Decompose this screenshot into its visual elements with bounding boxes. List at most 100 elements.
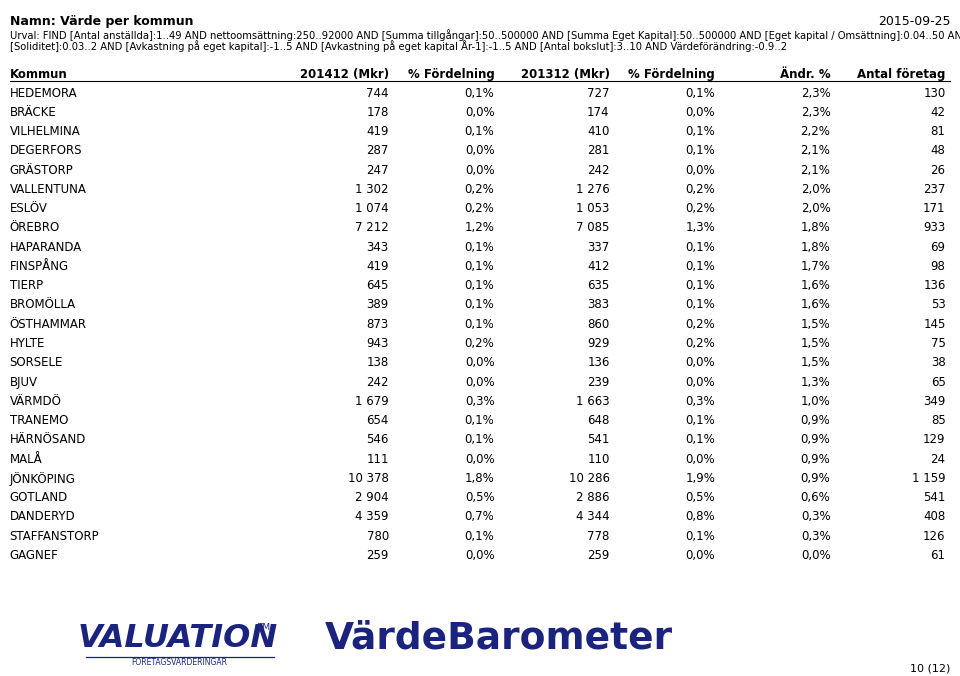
Text: 0,2%: 0,2% <box>465 202 494 215</box>
Text: 0,0%: 0,0% <box>685 376 715 389</box>
Text: 65: 65 <box>931 376 946 389</box>
Text: 129: 129 <box>924 433 946 446</box>
Text: 2 886: 2 886 <box>576 491 610 504</box>
Text: 0,7%: 0,7% <box>465 510 494 523</box>
Text: HAPARANDA: HAPARANDA <box>10 241 82 254</box>
Text: 0,0%: 0,0% <box>685 549 715 562</box>
Text: 2 904: 2 904 <box>355 491 389 504</box>
Text: 419: 419 <box>367 260 389 273</box>
Text: 0,1%: 0,1% <box>685 530 715 543</box>
Text: 1 053: 1 053 <box>576 202 610 215</box>
Text: GAGNEF: GAGNEF <box>10 549 59 562</box>
Text: 0,1%: 0,1% <box>685 433 715 446</box>
Text: 48: 48 <box>931 145 946 158</box>
Text: GRÄSTORP: GRÄSTORP <box>10 164 73 176</box>
Text: 780: 780 <box>367 530 389 543</box>
Text: 0,1%: 0,1% <box>465 87 494 99</box>
Text: 136: 136 <box>588 356 610 369</box>
Text: 0,1%: 0,1% <box>685 145 715 158</box>
Text: 0,1%: 0,1% <box>465 279 494 292</box>
Text: ÖSTHAMMAR: ÖSTHAMMAR <box>10 318 86 331</box>
Text: 174: 174 <box>588 105 610 119</box>
Text: 201312 (Mkr): 201312 (Mkr) <box>520 68 610 80</box>
Text: 408: 408 <box>924 510 946 523</box>
Text: 1,6%: 1,6% <box>801 279 830 292</box>
Text: 654: 654 <box>367 414 389 427</box>
Text: 0,1%: 0,1% <box>465 318 494 331</box>
Text: 0,1%: 0,1% <box>465 260 494 273</box>
Text: 343: 343 <box>367 241 389 254</box>
Text: 1 663: 1 663 <box>576 395 610 408</box>
Text: 0,0%: 0,0% <box>801 549 830 562</box>
Text: 2015-09-25: 2015-09-25 <box>877 15 950 28</box>
Text: 0,0%: 0,0% <box>685 105 715 119</box>
Text: VärdeBarometer: VärdeBarometer <box>325 620 673 656</box>
Text: 0,9%: 0,9% <box>801 414 830 427</box>
Text: 24: 24 <box>930 453 946 466</box>
Text: BRÄCKE: BRÄCKE <box>10 105 57 119</box>
Text: HÄRNÖSAND: HÄRNÖSAND <box>10 433 86 446</box>
Text: 2,1%: 2,1% <box>801 145 830 158</box>
Text: 26: 26 <box>930 164 946 176</box>
Text: 1,8%: 1,8% <box>801 222 830 235</box>
Text: 0,1%: 0,1% <box>685 241 715 254</box>
Text: 0,0%: 0,0% <box>465 376 494 389</box>
Text: 1,2%: 1,2% <box>465 222 494 235</box>
Text: 1,0%: 1,0% <box>801 395 830 408</box>
Text: FÖRETAGSVÄRDERINGAR: FÖRETAGSVÄRDERINGAR <box>132 658 228 667</box>
Text: 4 359: 4 359 <box>355 510 389 523</box>
Text: 1,3%: 1,3% <box>801 376 830 389</box>
Text: 10 286: 10 286 <box>568 472 610 485</box>
Text: 1,5%: 1,5% <box>801 356 830 369</box>
Text: [Soliditet]:0.03..2 AND [Avkastning på eget kapital]:-1..5 AND [Avkastning på eg: [Soliditet]:0.03..2 AND [Avkastning på e… <box>10 41 787 53</box>
Text: 110: 110 <box>588 453 610 466</box>
Text: 0,9%: 0,9% <box>801 453 830 466</box>
Text: 98: 98 <box>931 260 946 273</box>
Text: 0,0%: 0,0% <box>465 145 494 158</box>
Text: VILHELMINA: VILHELMINA <box>10 125 81 138</box>
Text: 1,8%: 1,8% <box>801 241 830 254</box>
Text: % Fördelning: % Fördelning <box>629 68 715 80</box>
Text: 111: 111 <box>367 453 389 466</box>
Text: Namn: Värde per kommun: Namn: Värde per kommun <box>10 15 193 28</box>
Text: 259: 259 <box>367 549 389 562</box>
Text: VÄRMDÖ: VÄRMDÖ <box>10 395 61 408</box>
Text: 2,1%: 2,1% <box>801 164 830 176</box>
Text: 7 212: 7 212 <box>355 222 389 235</box>
Text: 69: 69 <box>930 241 946 254</box>
Text: 0,0%: 0,0% <box>685 164 715 176</box>
Text: 0,0%: 0,0% <box>465 549 494 562</box>
Text: 7 085: 7 085 <box>576 222 610 235</box>
Text: 873: 873 <box>367 318 389 331</box>
Text: 1,7%: 1,7% <box>801 260 830 273</box>
Text: 85: 85 <box>931 414 946 427</box>
Text: 0,3%: 0,3% <box>801 510 830 523</box>
Text: 1 302: 1 302 <box>355 183 389 196</box>
Text: BROMÖLLA: BROMÖLLA <box>10 299 76 312</box>
Text: 0,2%: 0,2% <box>685 202 715 215</box>
Text: 10 378: 10 378 <box>348 472 389 485</box>
Text: HYLTE: HYLTE <box>10 337 45 350</box>
Text: 171: 171 <box>924 202 946 215</box>
Text: 53: 53 <box>931 299 946 312</box>
Text: 0,1%: 0,1% <box>465 241 494 254</box>
Text: 727: 727 <box>588 87 610 99</box>
Text: 349: 349 <box>924 395 946 408</box>
Text: 412: 412 <box>588 260 610 273</box>
Text: 929: 929 <box>588 337 610 350</box>
Text: 281: 281 <box>588 145 610 158</box>
Text: 0,1%: 0,1% <box>465 414 494 427</box>
Text: JÖNKÖPING: JÖNKÖPING <box>10 472 76 486</box>
Text: 4 344: 4 344 <box>576 510 610 523</box>
Text: 130: 130 <box>924 87 946 99</box>
Text: DANDERYD: DANDERYD <box>10 510 75 523</box>
Text: 0,1%: 0,1% <box>465 530 494 543</box>
Text: 0,1%: 0,1% <box>685 125 715 138</box>
Text: 0,0%: 0,0% <box>465 453 494 466</box>
Text: 0,1%: 0,1% <box>685 260 715 273</box>
Text: 1 159: 1 159 <box>912 472 946 485</box>
Text: 126: 126 <box>924 530 946 543</box>
Text: 259: 259 <box>588 549 610 562</box>
Text: BJUV: BJUV <box>10 376 37 389</box>
Text: 0,3%: 0,3% <box>801 530 830 543</box>
